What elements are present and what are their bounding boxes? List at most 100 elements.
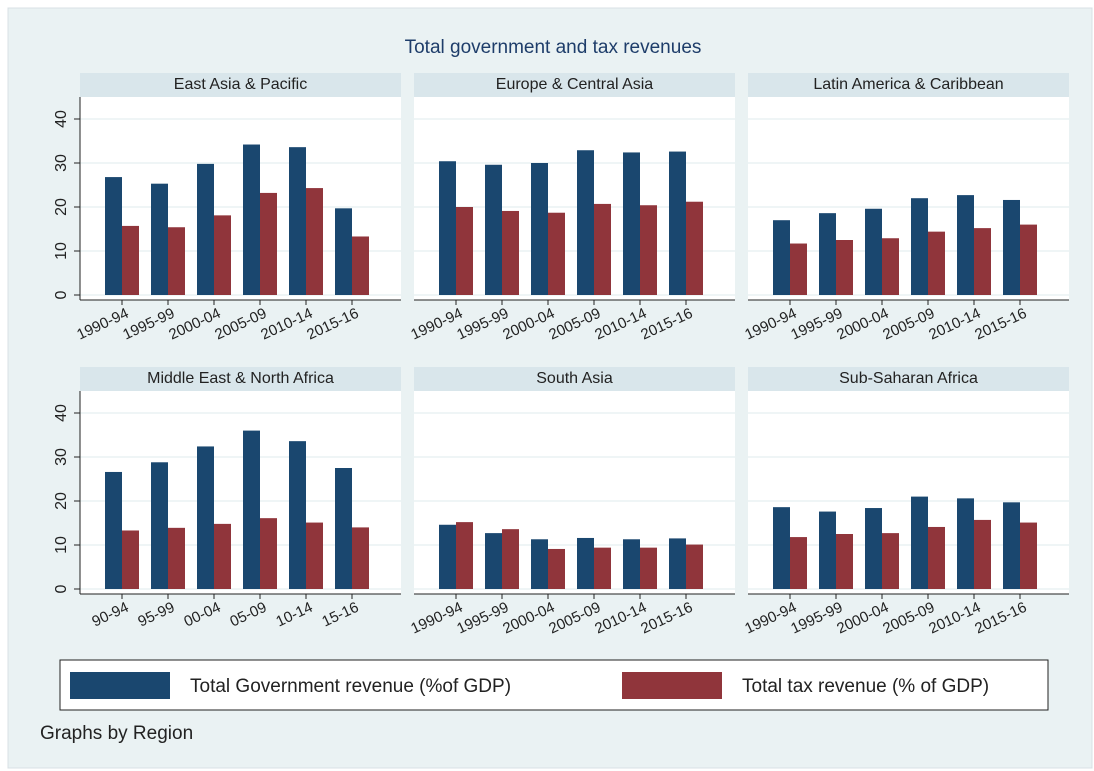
bar bbox=[790, 537, 807, 589]
panel-header bbox=[748, 367, 1069, 391]
bar bbox=[352, 236, 369, 295]
panel-title: South Asia bbox=[536, 370, 613, 387]
bar bbox=[151, 462, 168, 589]
bar bbox=[352, 527, 369, 589]
legend-box bbox=[59, 659, 1049, 711]
y-tick-label: 30 bbox=[53, 448, 70, 466]
bar bbox=[669, 151, 686, 295]
bar bbox=[623, 539, 640, 589]
bar bbox=[502, 210, 519, 295]
bar bbox=[289, 441, 306, 589]
bar bbox=[623, 152, 640, 295]
y-tick-label: 30 bbox=[53, 154, 70, 172]
bar bbox=[243, 144, 260, 295]
bar bbox=[773, 220, 790, 295]
bar bbox=[485, 533, 502, 589]
bar bbox=[819, 511, 836, 589]
bar bbox=[306, 188, 323, 295]
bar bbox=[260, 518, 277, 589]
bar bbox=[686, 201, 703, 295]
bar bbox=[577, 150, 594, 295]
panel-header bbox=[80, 73, 401, 97]
bar bbox=[105, 177, 122, 295]
panel-title: Sub-Saharan Africa bbox=[839, 370, 978, 387]
bar bbox=[911, 198, 928, 295]
legend-swatch bbox=[70, 672, 170, 699]
bar bbox=[197, 163, 214, 295]
bar bbox=[456, 522, 473, 589]
y-tick-label: 10 bbox=[53, 536, 70, 554]
bar bbox=[640, 205, 657, 295]
bar bbox=[531, 163, 548, 295]
y-tick-label: 0 bbox=[53, 584, 70, 593]
legend-label: Total Government revenue (%of GDP) bbox=[190, 676, 511, 697]
bar bbox=[214, 215, 231, 295]
bar bbox=[836, 534, 853, 589]
note: Graphs by Region bbox=[40, 723, 193, 744]
bar bbox=[122, 225, 139, 295]
bar bbox=[882, 533, 899, 589]
panel-title: East Asia & Pacific bbox=[174, 76, 307, 93]
bar bbox=[439, 161, 456, 295]
bar bbox=[168, 527, 185, 589]
panel-header bbox=[748, 73, 1069, 97]
bar bbox=[1003, 502, 1020, 589]
bar bbox=[548, 212, 565, 295]
y-tick-label: 20 bbox=[53, 198, 70, 216]
bar bbox=[790, 243, 807, 295]
y-tick-label: 40 bbox=[53, 110, 70, 128]
bar bbox=[957, 195, 974, 295]
bar bbox=[865, 208, 882, 295]
bar bbox=[911, 496, 928, 589]
bar bbox=[168, 227, 185, 295]
panel-title: Middle East & North Africa bbox=[147, 370, 334, 387]
bar bbox=[197, 446, 214, 589]
bar bbox=[122, 530, 139, 589]
bar bbox=[974, 519, 991, 589]
bar bbox=[594, 547, 611, 589]
bar bbox=[974, 228, 991, 295]
y-tick-label: 20 bbox=[53, 492, 70, 510]
bar bbox=[335, 208, 352, 295]
bar bbox=[836, 240, 853, 295]
bar bbox=[335, 468, 352, 589]
bar bbox=[928, 526, 945, 589]
bar bbox=[105, 471, 122, 589]
bar bbox=[485, 164, 502, 295]
bar bbox=[151, 183, 168, 295]
y-tick-label: 40 bbox=[53, 404, 70, 422]
bar bbox=[594, 203, 611, 295]
bar bbox=[819, 213, 836, 295]
panel-header bbox=[414, 367, 735, 391]
panel-title: Europe & Central Asia bbox=[496, 76, 654, 93]
bar bbox=[1003, 199, 1020, 295]
bar bbox=[640, 547, 657, 589]
bar bbox=[928, 231, 945, 295]
bar bbox=[957, 498, 974, 589]
bar bbox=[306, 522, 323, 589]
panel-header bbox=[80, 367, 401, 391]
bar bbox=[577, 537, 594, 589]
bar bbox=[882, 238, 899, 295]
bar bbox=[686, 544, 703, 589]
bar bbox=[773, 507, 790, 589]
legend-swatch bbox=[622, 672, 722, 699]
bar bbox=[669, 538, 686, 589]
bar bbox=[260, 192, 277, 295]
chart-title: Total government and tax revenues bbox=[405, 37, 702, 58]
panel-title: Latin America & Caribbean bbox=[813, 76, 1003, 93]
bar bbox=[439, 524, 456, 589]
y-tick-label: 0 bbox=[53, 290, 70, 299]
bar bbox=[531, 539, 548, 589]
y-tick-label: 10 bbox=[53, 242, 70, 260]
legend-label: Total tax revenue (% of GDP) bbox=[742, 676, 989, 697]
bar bbox=[456, 207, 473, 295]
bar bbox=[502, 529, 519, 589]
bar bbox=[865, 508, 882, 589]
bar bbox=[243, 430, 260, 589]
bar bbox=[548, 548, 565, 589]
bar bbox=[289, 147, 306, 295]
bar bbox=[1020, 224, 1037, 295]
bar bbox=[214, 523, 231, 589]
